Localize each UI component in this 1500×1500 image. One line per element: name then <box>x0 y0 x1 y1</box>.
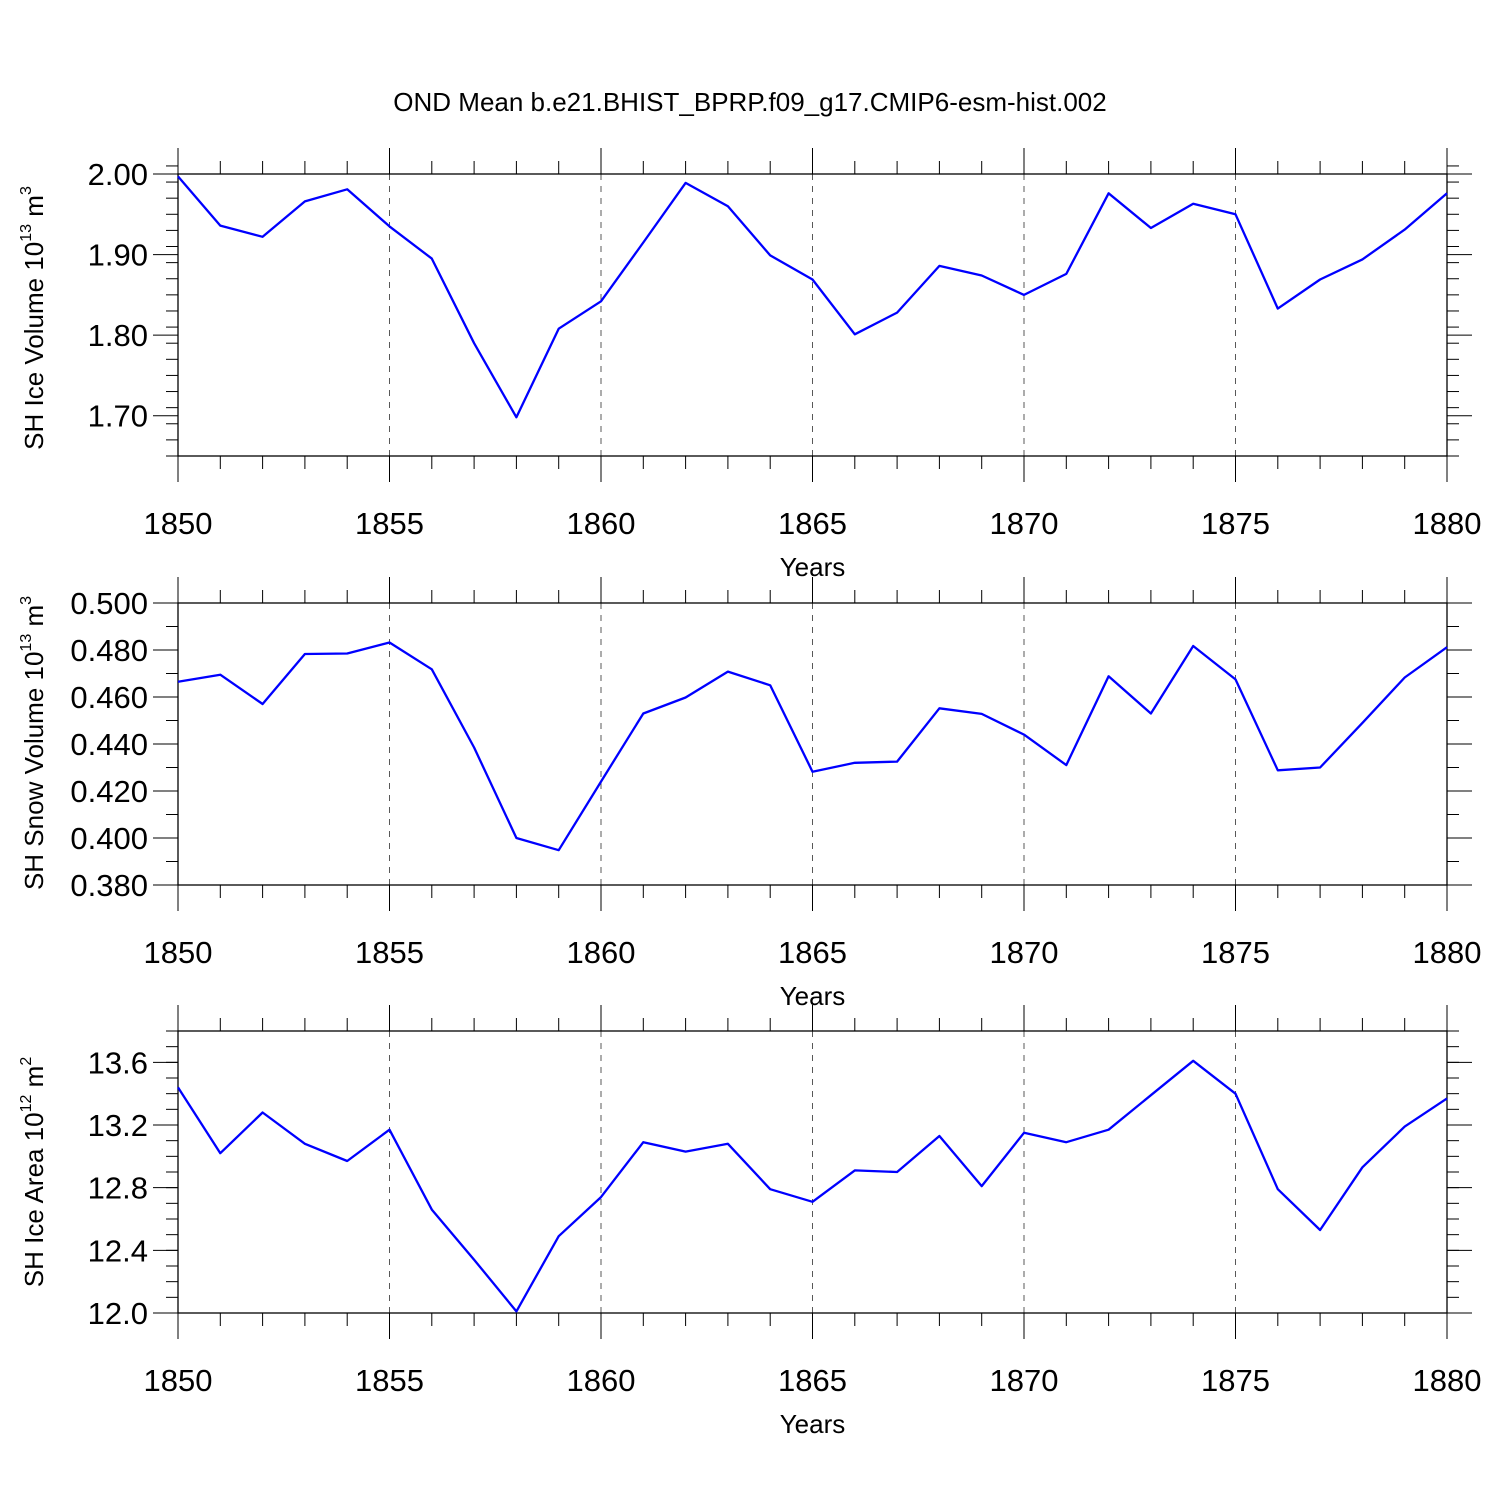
ice-area-series-line <box>177 1059 1448 1313</box>
panel-snow-volume: 0.380 0.400 0.420 0.440 0.460 0.480 0.500 1850 1… <box>18 577 1481 1011</box>
ice-area-x-tick-label: 1870 <box>990 1363 1059 1398</box>
ice-volume-y-tick-label: 2.00 <box>88 157 148 192</box>
ice-area-plot-frame <box>177 1030 1448 1314</box>
ice-area-y-tick-label: 13.6 <box>88 1045 148 1080</box>
ice-volume-x-tick-label: 1860 <box>567 506 636 541</box>
ice-area-y-tick-label: 12.8 <box>88 1171 148 1206</box>
panel-ice-volume: 1.70 1.80 1.90 2.00 1850 1855 1860 1865 1870 1875… <box>18 148 1481 582</box>
ice-area-y-tick-label: 12.0 <box>88 1296 148 1331</box>
ice-area-x-tick-label: 1860 <box>567 1363 636 1398</box>
ice-area-y-tick-label: 13.2 <box>88 1108 148 1143</box>
ice-area-x-tick-label: 1850 <box>144 1363 213 1398</box>
snow-volume-x-tick-label: 1850 <box>144 935 213 970</box>
snow-volume-y-tick-label: 0.440 <box>70 727 148 762</box>
snow-volume-y-tick-label: 0.460 <box>70 680 148 715</box>
ice-volume-x-tick-label: 1875 <box>1201 506 1270 541</box>
ice-volume-y-tick-label: 1.90 <box>88 238 148 273</box>
ice-area-x-tick-label: 1855 <box>355 1363 424 1398</box>
snow-volume-x-tick-label: 1880 <box>1413 935 1482 970</box>
ice-volume-plot-frame <box>177 173 1448 457</box>
snow-volume-y-tick-label: 0.480 <box>70 633 148 668</box>
ice-area-x-tick-label: 1865 <box>778 1363 847 1398</box>
ice-area-y-tick-label: 12.4 <box>88 1233 148 1268</box>
ice-area-y-axis-label: SH Ice Area 1012 m2 <box>18 1057 49 1288</box>
snow-volume-x-tick-label: 1855 <box>355 935 424 970</box>
ice-volume-y-tick-label: 1.80 <box>88 318 148 353</box>
ice-volume-x-tick-label: 1880 <box>1413 506 1482 541</box>
ice-volume-x-tick-label: 1855 <box>355 506 424 541</box>
snow-volume-x-tick-label: 1865 <box>778 935 847 970</box>
snow-volume-y-tick-label: 0.380 <box>70 868 148 903</box>
snow-volume-y-tick-label: 0.500 <box>70 586 148 621</box>
snow-volume-x-tick-label: 1870 <box>990 935 1059 970</box>
snow-volume-y-tick-label: 0.420 <box>70 774 148 809</box>
snow-volume-series-line <box>177 641 1448 852</box>
snow-volume-y-tick-label: 0.400 <box>70 821 148 856</box>
ice-area-x-tick-label: 1880 <box>1413 1363 1482 1398</box>
ice-volume-x-tick-label: 1850 <box>144 506 213 541</box>
ice-area-x-axis-label: Years <box>780 1409 846 1439</box>
snow-volume-x-tick-label: 1860 <box>567 935 636 970</box>
ice-volume-x-tick-label: 1865 <box>778 506 847 541</box>
ice-volume-series-line <box>177 175 1448 419</box>
panel-ice-area: 12.0 12.4 12.8 13.2 13.6 1850 1855 1860 1865 1870… <box>18 1005 1481 1439</box>
snow-volume-x-tick-label: 1875 <box>1201 935 1270 970</box>
ice-volume-x-tick-label: 1870 <box>990 506 1059 541</box>
ice-area-x-tick-label: 1875 <box>1201 1363 1270 1398</box>
snow-volume-y-axis-label: SH Snow Volume 1013 m3 <box>18 596 49 890</box>
ice-volume-y-tick-label: 1.70 <box>88 399 148 434</box>
snow-volume-plot-frame <box>177 602 1448 886</box>
ice-volume-y-axis-label: SH Ice Volume 1013 m3 <box>18 186 49 450</box>
figure-title: OND Mean b.e21.BHIST_BPRP.f09_g17.CMIP6-… <box>393 87 1106 117</box>
